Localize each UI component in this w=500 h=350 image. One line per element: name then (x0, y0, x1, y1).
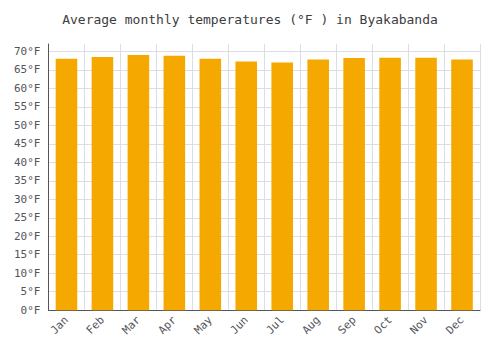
svg-text:Average monthly temperatures (: Average monthly temperatures (°F ) in By… (62, 12, 438, 27)
svg-text:Aug: Aug (300, 314, 323, 337)
svg-text:70°F: 70°F (14, 45, 41, 58)
svg-text:40°F: 40°F (14, 156, 41, 169)
svg-text:60°F: 60°F (14, 82, 41, 95)
svg-text:15°F: 15°F (14, 248, 41, 261)
svg-text:45°F: 45°F (14, 137, 41, 150)
svg-text:30°F: 30°F (14, 193, 41, 206)
svg-text:Jul: Jul (264, 314, 287, 337)
svg-text:5°F: 5°F (21, 285, 41, 298)
svg-text:Mar: Mar (120, 313, 143, 336)
svg-text:Jan: Jan (48, 314, 71, 337)
svg-text:Sep: Sep (336, 314, 359, 337)
svg-text:20°F: 20°F (14, 230, 41, 243)
svg-text:Dec: Dec (443, 314, 466, 337)
svg-text:Feb: Feb (84, 314, 107, 337)
svg-text:Oct: Oct (371, 314, 394, 337)
svg-text:0°F: 0°F (21, 304, 41, 317)
svg-text:55°F: 55°F (14, 100, 41, 113)
svg-text:35°F: 35°F (14, 174, 41, 187)
svg-text:May: May (192, 313, 215, 336)
svg-text:Nov: Nov (407, 313, 430, 336)
svg-text:65°F: 65°F (14, 63, 41, 76)
svg-text:25°F: 25°F (14, 211, 41, 224)
svg-text:Jun: Jun (228, 314, 251, 337)
svg-text:10°F: 10°F (14, 267, 41, 280)
svg-text:Apr: Apr (156, 313, 179, 336)
svg-text:50°F: 50°F (14, 119, 41, 132)
